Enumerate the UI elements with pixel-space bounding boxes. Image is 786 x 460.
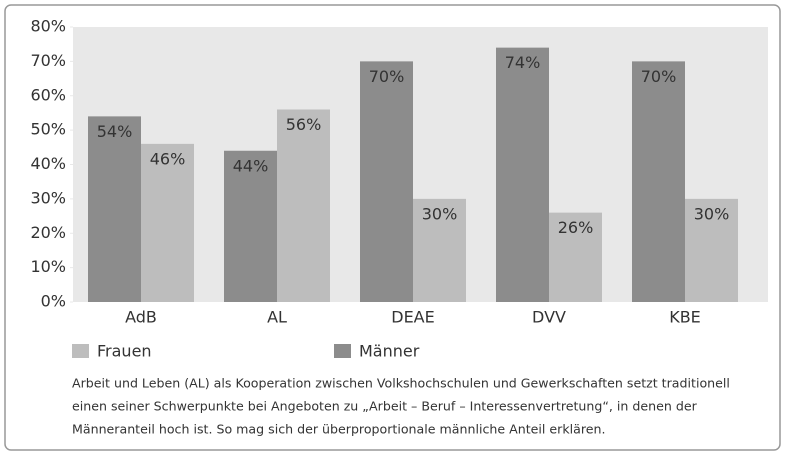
x-tick-label: AdB — [125, 308, 157, 327]
value-label: 26% — [558, 218, 594, 237]
bar — [549, 212, 602, 302]
x-tick-label: KBE — [669, 308, 701, 327]
x-tick-label: DEAE — [391, 308, 434, 327]
caption: Arbeit und Leben (AL) als Kooperation zw… — [72, 376, 730, 391]
bar — [224, 150, 277, 302]
bar — [88, 116, 141, 302]
y-tick-label: 20% — [30, 223, 66, 242]
bar — [496, 47, 549, 302]
value-label: 74% — [505, 53, 541, 72]
y-tick-label: 80% — [30, 17, 66, 36]
legend-label: Frauen — [97, 342, 152, 361]
value-label: 30% — [694, 204, 730, 223]
y-tick-label: 30% — [30, 188, 66, 207]
bar — [685, 198, 738, 302]
value-label: 56% — [286, 115, 322, 134]
bar — [632, 61, 685, 302]
bar — [141, 143, 194, 302]
x-tick-label: AL — [267, 308, 287, 327]
value-label: 46% — [150, 149, 186, 168]
value-label: 30% — [422, 204, 458, 223]
value-label: 44% — [233, 156, 269, 175]
value-label: 70% — [369, 67, 405, 86]
x-tick-label: DVV — [532, 308, 566, 327]
caption: Männeranteil hoch ist. So mag sich der ü… — [72, 422, 605, 437]
legend-swatch — [72, 344, 89, 358]
y-tick-label: 0% — [41, 292, 66, 311]
legend-label: Männer — [359, 342, 420, 361]
y-tick-label: 10% — [30, 257, 66, 276]
bar — [413, 198, 466, 302]
y-tick-label: 70% — [30, 51, 66, 70]
legend-swatch — [334, 344, 351, 358]
y-tick-label: 40% — [30, 154, 66, 173]
value-label: 54% — [97, 122, 133, 141]
caption: einen seiner Schwerpunkte bei Angeboten … — [72, 399, 698, 414]
y-tick-label: 50% — [30, 120, 66, 139]
bar — [360, 61, 413, 302]
y-tick-label: 60% — [30, 85, 66, 104]
bar — [277, 109, 330, 302]
value-label: 70% — [641, 67, 677, 86]
